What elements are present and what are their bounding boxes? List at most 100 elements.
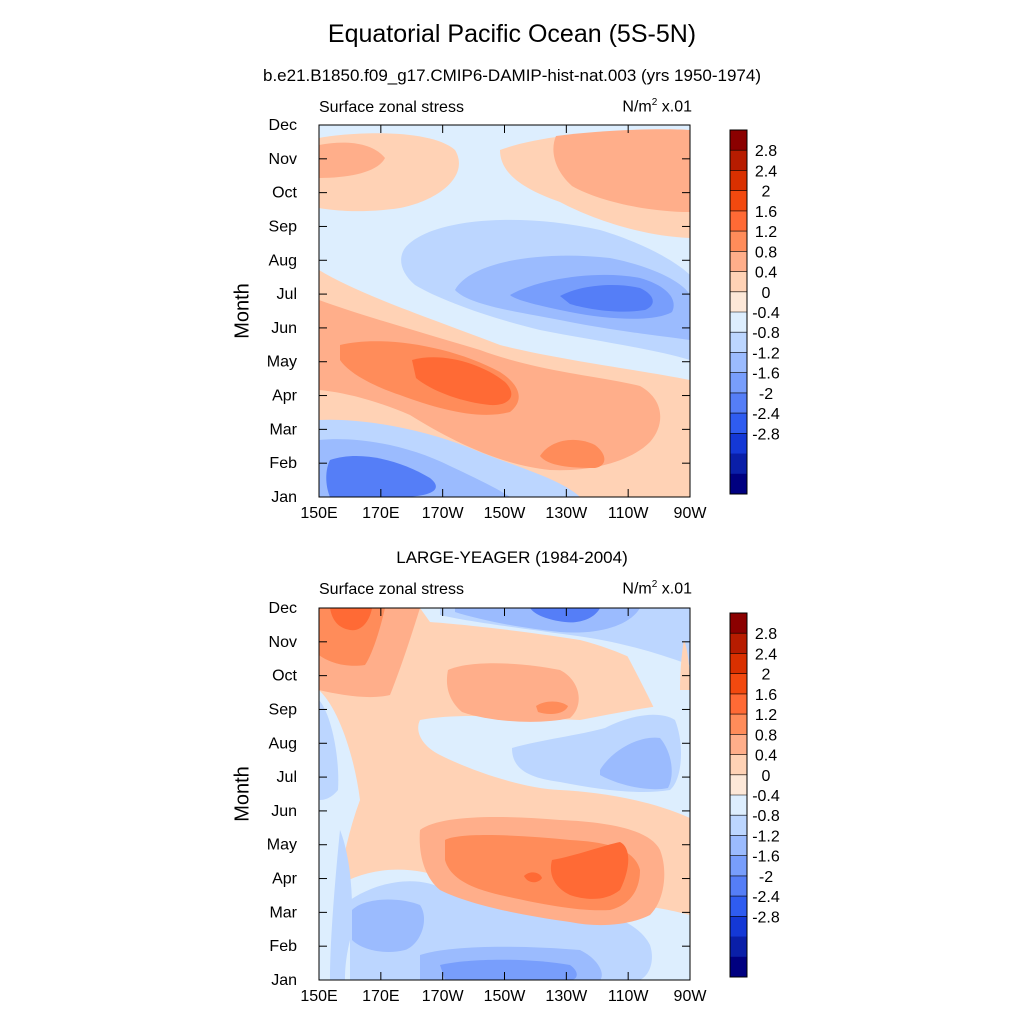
colorbar-level-label: -2.8 <box>752 909 780 926</box>
colorbar-box <box>730 210 747 232</box>
x-tick-label: 170W <box>422 505 465 522</box>
colorbar-level-label: -0.8 <box>752 808 780 825</box>
colorbar-level-label: 0.4 <box>755 748 777 765</box>
colorbar-box <box>730 190 747 212</box>
y-tick-label: May <box>267 837 297 854</box>
panel-1-may-strong-orange <box>412 357 512 406</box>
panel-1-nov-light-orange-east <box>553 129 690 212</box>
panel-1-colorbar: 2.8 2.4 2 1.6 1.2 0.8 0.4 0 -0.4 -0.8 -1.2 -1.6 -2 -2… <box>729 129 780 495</box>
colorbar-box <box>730 855 747 877</box>
colorbar-box <box>730 613 747 634</box>
colorbar-level-label: -2 <box>759 386 773 403</box>
y-tick-label: Nov <box>269 634 297 651</box>
panel-1-axes: 150E 170E 170W 150W 130W 110W 90W Jan Feb Mar Apr M… <box>267 117 708 522</box>
colorbar-box <box>730 916 747 938</box>
figure-subtitle: b.e21.B1850.f09_g17.CMIP6-DAMIP-hist-nat… <box>263 66 761 85</box>
colorbar-box <box>730 815 747 836</box>
y-tick-label: Feb <box>269 455 297 472</box>
colorbar-level-label: -1.6 <box>752 366 780 383</box>
colorbar-level-label: 0 <box>762 768 771 785</box>
panel-2-variable-label: Surface zonal stress <box>319 581 464 598</box>
colorbar-box <box>730 433 747 455</box>
y-tick-label: Jun <box>271 803 297 820</box>
y-tick-label: Apr <box>272 388 298 405</box>
colorbar-box <box>730 291 747 313</box>
colorbar-box <box>730 835 747 857</box>
colorbar-box <box>730 896 747 917</box>
panel-2-nov-medium-orange <box>319 608 385 666</box>
colorbar-box <box>730 413 747 434</box>
panel-2-west-blue-strip <box>330 830 352 980</box>
panel-1-contour-field <box>319 125 690 497</box>
colorbar-box <box>730 673 747 695</box>
colorbar-level-label: 0.8 <box>755 244 777 261</box>
x-tick-label: 150E <box>300 988 337 1005</box>
colorbar-box <box>730 633 747 654</box>
colorbar-level-label: 0.8 <box>755 727 777 744</box>
y-tick-label: Mar <box>269 421 297 438</box>
colorbar-level-label: 0 <box>762 285 771 302</box>
panel-2-colorbar: 2.8 2.4 2 1.6 1.2 0.8 0.4 0 -0.4 -0.8 -1.2 -1.6 -2 -2… <box>729 612 780 978</box>
y-tick-label: Jan <box>271 972 297 989</box>
colorbar-level-label: 2.8 <box>755 626 777 643</box>
colorbar-box <box>730 312 747 333</box>
y-tick-label: Dec <box>269 117 297 134</box>
panel-2-jul-medium-blue <box>600 737 672 790</box>
colorbar-level-label: -2.8 <box>752 426 780 443</box>
colorbar-box <box>730 956 747 978</box>
colorbar-level-label: -2.4 <box>752 406 780 423</box>
colorbar-level-label: -1.2 <box>752 828 780 845</box>
colorbar-level-label: 1.2 <box>755 224 777 241</box>
colorbar-level-label: -1.2 <box>752 345 780 362</box>
x-tick-label: 110W <box>608 988 650 1005</box>
colorbar-level-label: -0.8 <box>752 325 780 342</box>
colorbar-box <box>730 795 747 816</box>
x-tick-label: 90W <box>674 505 708 522</box>
x-tick-label: 170E <box>362 988 399 1005</box>
colorbar-box <box>730 774 747 796</box>
panel-2-axes: 150E 170E 170W 150W 130W 110W 90W Jan Feb Mar Apr M… <box>267 600 708 1005</box>
y-tick-label: Apr <box>272 871 298 888</box>
colorbar-level-label: 2.4 <box>755 163 777 180</box>
colorbar-box <box>730 936 747 958</box>
panel-2-apr-strong-orange <box>550 842 629 899</box>
panel-2-east-light-orange-sliver <box>680 640 690 690</box>
colorbar-box <box>730 875 747 897</box>
panel-1-units-tail: x.01 <box>657 98 692 116</box>
y-tick-label: Jul <box>277 286 297 303</box>
panel-2-units-sup: 2 <box>651 579 658 590</box>
x-tick-label: 110W <box>608 505 650 522</box>
colorbar-level-label: 2.4 <box>755 646 777 663</box>
y-tick-label: Nov <box>269 151 297 168</box>
y-tick-label: Oct <box>272 668 297 685</box>
x-tick-label: 170W <box>422 988 465 1005</box>
panel-2-dec-strong-orange <box>330 608 372 631</box>
colorbar-box <box>730 271 747 293</box>
y-tick-label: Sep <box>269 701 298 718</box>
colorbar-level-label: 2 <box>762 667 771 684</box>
panel-2-fall-light-orange <box>446 663 579 722</box>
x-tick-label: 170E <box>362 505 399 522</box>
x-tick-label: 150W <box>484 505 527 522</box>
colorbar-box <box>730 231 747 252</box>
panel-1-units-sup: 2 <box>651 97 658 108</box>
colorbar-level-label: -2.4 <box>752 889 780 906</box>
panel-2-west-blue-streak <box>319 700 339 800</box>
x-tick-label: 130W <box>545 988 588 1005</box>
colorbar-box <box>730 453 747 475</box>
panel-1-feb-medium-orange <box>540 439 605 468</box>
x-tick-label: 150W <box>484 988 527 1005</box>
panel-2-units-base: N/m <box>622 580 652 598</box>
colorbar-level-label: -0.4 <box>752 305 780 322</box>
panel-1-nov-light-orange-west <box>319 142 385 178</box>
colorbar-level-label: 2.8 <box>755 143 777 160</box>
colorbar-box <box>730 693 747 715</box>
y-tick-label: Jun <box>271 320 297 337</box>
y-tick-label: Oct <box>272 185 297 202</box>
colorbar-box <box>730 392 747 414</box>
panel-2-apr-strong-orange-spot <box>524 872 542 883</box>
panel-1-jul-deep-blue <box>560 284 653 312</box>
panel-1-variable-label: Surface zonal stress <box>319 99 464 116</box>
x-tick-label: 130W <box>545 505 588 522</box>
